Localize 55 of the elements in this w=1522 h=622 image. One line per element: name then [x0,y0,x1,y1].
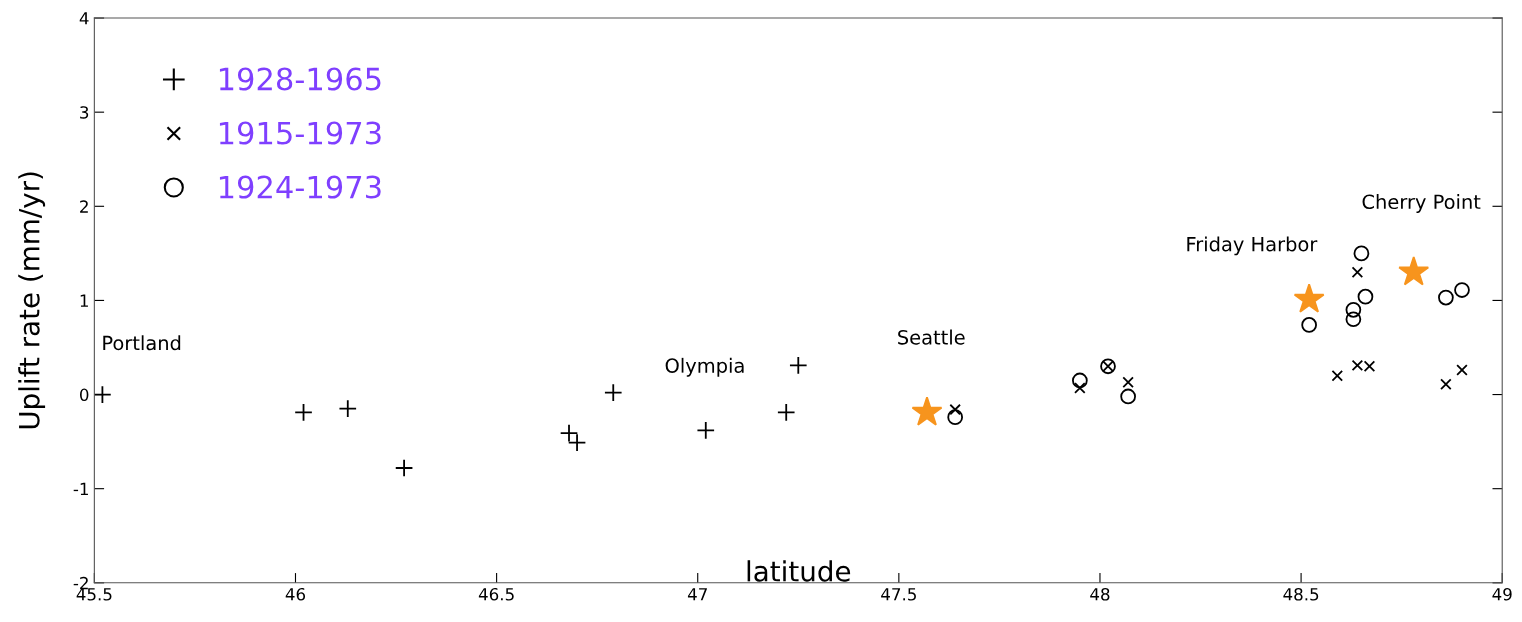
x-tick-label: 46.5 [478,587,514,601]
point [1456,364,1468,376]
annotation: Friday Harbor [1187,236,1318,256]
point [911,396,943,426]
point [559,423,579,443]
point [1440,378,1452,390]
point [1345,311,1362,328]
point [1301,317,1317,333]
point [1357,288,1374,305]
point [338,399,358,418]
point [949,403,961,416]
point [567,433,587,452]
y-tick-label: 3 [80,106,89,119]
point [1454,282,1470,298]
point [789,356,808,375]
y-tick-label: 4 [79,12,89,25]
x-tick-label: 47 [687,588,707,601]
point [947,409,964,425]
x-axis-title: latitude [747,560,851,582]
x-tick-label: 48 [1090,587,1110,601]
y-tick-label: -1 [73,482,88,496]
point [1074,382,1086,394]
point [1353,245,1370,262]
y-tick-label: 2 [80,200,88,213]
point [1120,388,1136,405]
annotation: Seattle [898,329,965,345]
point [1331,369,1344,382]
point [604,383,623,402]
annotation: Portland [103,335,181,351]
y-tick-label: 1 [80,294,88,307]
point [696,421,716,440]
point [1072,372,1088,389]
y-tick-label: 0 [80,388,89,402]
x-tick-label: 45.5 [76,588,112,601]
point [94,385,112,404]
y-tick-label: -2 [73,576,88,590]
x-tick-label: 48.5 [1283,587,1319,601]
point [1398,256,1430,286]
point [294,403,313,422]
x-tick-label: 47.5 [881,588,916,601]
legend-label: 1928-1965 [219,67,381,91]
point [776,403,796,422]
y-axis-title: Uplift rate (mm/yr) [18,172,46,429]
annotation: Cherry Point [1362,194,1481,213]
point [1438,289,1454,306]
point [1293,283,1325,313]
point [394,458,414,478]
point [1122,376,1134,389]
legend-label: 1915-1973 [219,121,381,145]
annotation: Olympia [665,357,744,377]
point [1351,266,1364,278]
x-tick-label: 49 [1492,587,1512,601]
x-tick-label: 46 [285,587,306,601]
legend-label: 1924-1973 [219,175,381,199]
point [1345,301,1362,318]
